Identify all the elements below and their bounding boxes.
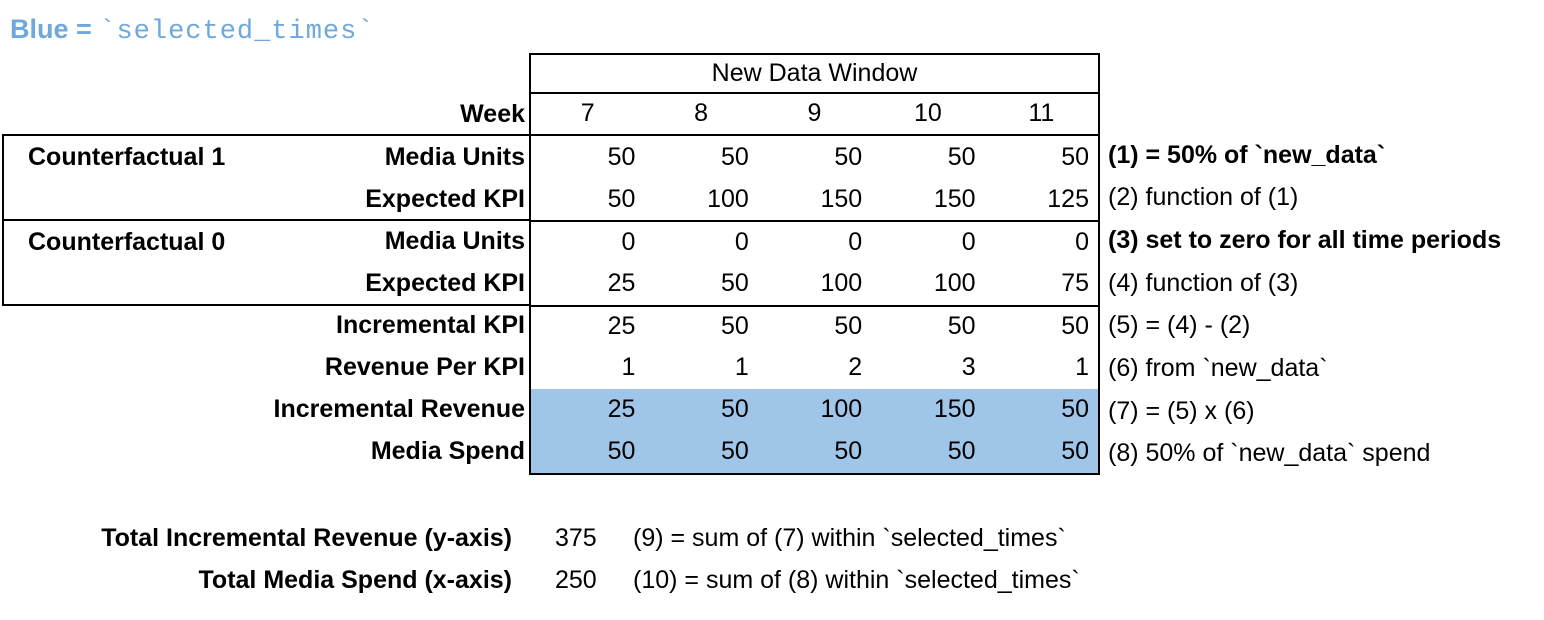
week-header-label: Week [460,100,525,128]
legend-selected-times-code: `selected_times` [99,17,375,47]
legend-color-label: Blue = [10,14,100,44]
cell-value: 50 [720,437,749,466]
annotation-7: (7) = (5) x (6) [1108,396,1255,425]
new-data-window-title: New Data Window [531,55,1098,94]
row-label-media-units-cf0: Media Units [384,226,525,255]
cell-value: 50 [834,142,863,171]
cell-value: 0 [621,227,636,256]
cell-value: 50 [1061,437,1089,466]
cell-value: 100 [933,268,976,297]
cell-value: 0 [1075,227,1089,256]
cell-value: 50 [947,142,976,171]
cell-value: 50 [607,142,636,171]
row-label-incremental-revenue: Incremental Revenue [273,395,526,424]
total-media-spend-value: 250 [555,565,597,594]
cell-value: 1 [621,353,636,382]
table-row-media-spend-highlighted: 50 50 50 50 50 [531,430,1098,473]
cell-value: 50 [607,184,636,213]
annotation-9: (9) = sum of (7) within `selected_times` [633,523,1066,552]
cell-value: 150 [933,184,976,213]
new-data-window-box: New Data Window 7 8 9 10 11 [529,53,1100,136]
cell-value: 1 [1075,353,1089,382]
cell-value: 25 [607,268,636,297]
table-row-incremental-revenue-highlighted: 25 50 100 150 50 [531,388,1098,431]
week-number-row: 7 8 9 10 11 [531,94,1098,132]
cell-value: 50 [1061,312,1089,341]
total-media-spend-label: Total Media Spend (x-axis) [198,565,512,594]
cell-value: 150 [820,184,863,213]
annotation-3: (3) set to zero for all time periods [1108,226,1502,255]
cell-value: 150 [933,395,976,424]
cell-value: 50 [947,312,976,341]
week-number-7: 7 [580,98,595,127]
row-label-incremental-kpi: Incremental KPI [336,311,525,340]
week-number-9: 9 [807,98,822,127]
total-incremental-revenue-row: Total Incremental Revenue (y-axis) 375 (… [0,517,1544,559]
cell-value: 100 [820,395,863,424]
row-label-revenue-per-kpi: Revenue Per KPI [324,353,525,382]
cell-value: 100 [820,268,863,297]
cell-value: 50 [834,437,863,466]
annotation-8: (8) 50% of `new_data` spend [1108,439,1431,468]
cell-value: 50 [947,437,976,466]
cell-value: 0 [734,227,749,256]
row-label-expected-kpi-cf0: Expected KPI [365,268,525,297]
cell-value: 3 [961,353,976,382]
cell-value: 50 [607,437,636,466]
week-number-10: 10 [913,98,942,127]
cell-value: 0 [961,227,976,256]
counterfactual-0-label: Counterfactual 0 [28,228,226,256]
annotation-1: (1) = 50% of `new_data` [1108,140,1386,169]
annotation-4: (4) function of (3) [1108,268,1299,297]
row-label-media-units-cf1: Media Units [384,142,525,171]
total-media-spend-row: Total Media Spend (x-axis) 250 (10) = su… [0,559,1544,601]
cell-value: 100 [707,184,749,213]
table-row-revenue-per-kpi: 1 1 2 3 1 [531,347,1098,389]
cell-value: 125 [1047,184,1089,213]
table-row-expected-kpi-cf1: 50 100 150 150 125 [531,178,1098,220]
cell-value: 0 [848,227,863,256]
cell-value: 2 [848,353,863,382]
cell-value: 75 [1061,268,1089,297]
cell-value: 50 [1061,142,1089,171]
cell-value: 50 [720,268,749,297]
cell-value: 1 [734,353,749,382]
cell-value: 50 [834,312,863,341]
row-label-expected-kpi-cf1: Expected KPI [365,184,525,213]
data-table: 50 50 50 50 50 50 100 150 150 125 0 0 0 … [529,134,1100,475]
annotation-column: (1) = 50% of `new_data` (2) function of … [1108,134,1544,475]
annotation-6: (6) from `new_data` [1108,353,1328,382]
week-number-11: 11 [1028,98,1055,127]
total-incremental-revenue-value: 375 [555,523,597,552]
row-label-column: Media Units Expected KPI Media Units Exp… [0,136,526,473]
row-label-media-spend: Media Spend [370,437,525,466]
annotation-2: (2) function of (1) [1108,183,1299,212]
annotation-10: (10) = sum of (8) within `selected_times… [633,565,1080,594]
cell-value: 25 [607,312,636,341]
week-number-8: 8 [694,98,709,127]
cell-value: 50 [720,142,749,171]
counterfactual-1-label: Counterfactual 1 [28,143,226,171]
cell-value: 25 [607,395,636,424]
legend: Blue = `selected_times` [10,14,375,47]
cell-value: 50 [1061,395,1089,424]
total-incremental-revenue-label: Total Incremental Revenue (y-axis) [101,523,512,552]
annotation-5: (5) = (4) - (2) [1108,311,1251,340]
table-row-expected-kpi-cf0: 25 50 100 100 75 [531,262,1098,304]
table-row-media-units-cf0: 0 0 0 0 0 [531,220,1098,262]
table-row-media-units-cf1: 50 50 50 50 50 [531,136,1098,178]
cell-value: 50 [720,312,749,341]
table-row-incremental-kpi: 25 50 50 50 50 [531,304,1098,347]
cell-value: 50 [720,395,749,424]
